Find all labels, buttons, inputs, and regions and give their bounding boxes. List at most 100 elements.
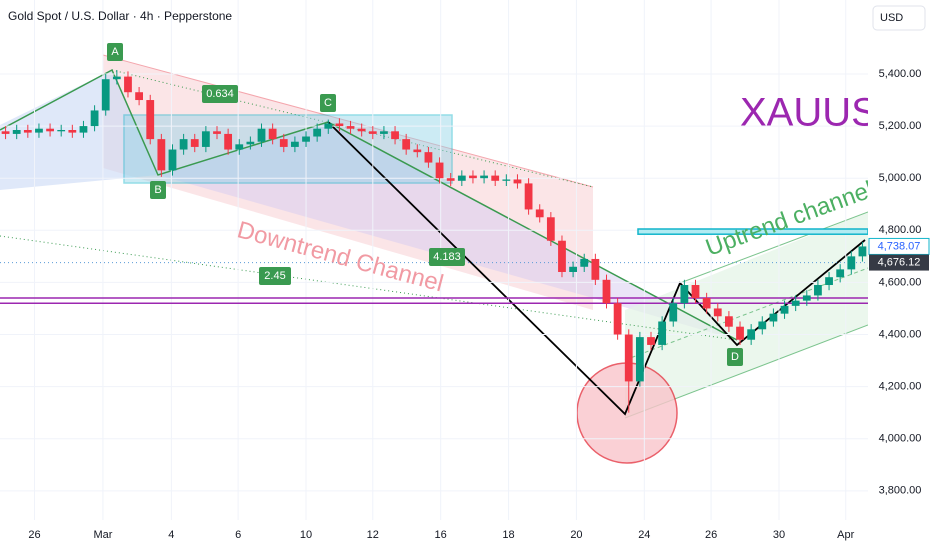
candle-body [791, 300, 800, 306]
candle-body [79, 126, 88, 133]
candle-body [635, 337, 644, 382]
candle-body [847, 256, 856, 270]
candle-body [502, 179, 511, 181]
y-tick-label: 4,000.00 [879, 433, 922, 445]
ref-price-label: 4,676.12 [878, 256, 921, 268]
pattern-label: D [731, 351, 739, 363]
x-tick-label: 6 [235, 529, 241, 541]
candle-body [624, 334, 633, 382]
candle-body [491, 175, 500, 181]
candle-body [324, 123, 333, 129]
last-price-label: 4,738.07 [878, 240, 921, 252]
candle-body [780, 305, 789, 314]
x-tick-label: 18 [502, 529, 514, 541]
candle-body [647, 337, 655, 345]
y-tick-label: 5,400.00 [879, 68, 922, 80]
x-tick-label: 26 [28, 529, 40, 541]
candle-body [302, 136, 310, 142]
x-tick-label: 24 [638, 529, 650, 541]
x-tick-label: 20 [570, 529, 582, 541]
y-tick-label: 5,000.00 [879, 172, 922, 184]
y-tick-label: 4,800.00 [879, 224, 922, 236]
resistance-zone [637, 228, 868, 235]
candle-body [702, 298, 711, 309]
candle-body [190, 139, 199, 147]
channel-line [102, 54, 594, 188]
candle-body [736, 326, 744, 340]
candle-body [613, 303, 622, 335]
candle-body [46, 128, 54, 132]
candle-body [558, 240, 566, 272]
y-tick-label: 4,400.00 [879, 328, 922, 340]
pattern-label: A [111, 46, 119, 58]
candle-body [179, 139, 188, 150]
candle-body [368, 131, 377, 134]
label-box [107, 43, 123, 61]
candle-body [357, 128, 366, 132]
harmonic-pattern [0, 68, 738, 341]
candle-body [291, 141, 299, 147]
x-tick-label: 12 [367, 529, 379, 541]
x-tick-label: Apr [837, 529, 854, 541]
y-tick-label: 3,800.00 [879, 485, 922, 497]
label-box [429, 248, 465, 266]
ratio-label: 4.183 [433, 251, 461, 263]
x-tick-label: 26 [705, 529, 717, 541]
symbol-watermark: XAUUSD [740, 91, 907, 135]
candle-body [1, 131, 10, 134]
candle-body [480, 175, 488, 179]
candle-body [769, 313, 778, 322]
candle-body [535, 209, 544, 218]
candle-body [469, 175, 477, 179]
candle-body [580, 258, 589, 267]
y-tick-label: 4,200.00 [879, 381, 922, 393]
candle-body [435, 162, 444, 179]
ref-price-box [869, 254, 929, 271]
candle-body [57, 130, 66, 132]
candle-body [825, 277, 833, 286]
candle-body [725, 316, 733, 327]
candle-body [691, 285, 700, 299]
label-box [259, 267, 291, 285]
candle-body [213, 131, 221, 134]
pattern-labels: A B C D 0.634 4.183 2.45 [107, 43, 743, 366]
candle-body [413, 149, 422, 153]
candle-body [546, 217, 555, 241]
candle-body [802, 295, 811, 301]
candle-body [602, 279, 611, 304]
candle-body [747, 329, 756, 340]
candle-body [402, 139, 411, 150]
candle-body [658, 321, 667, 345]
candle-body [335, 123, 344, 127]
candle-body [68, 130, 77, 133]
candle-body [457, 175, 466, 181]
candle-body [346, 126, 355, 129]
ratio-label: 2.45 [264, 270, 285, 282]
candle-body [201, 131, 210, 147]
y-tick-label: 4,600.00 [879, 276, 922, 288]
currency[interactable]: USD [880, 12, 903, 24]
label-box [202, 85, 238, 103]
candle-body [524, 183, 533, 210]
drawings: Downtrend Channel Uptrend channel XAUUSD… [0, 0, 907, 520]
ratio-line [111, 69, 594, 188]
candle-body [858, 246, 867, 257]
candle-body [313, 128, 322, 137]
candle-body [569, 266, 577, 272]
x-tick-label: 30 [773, 529, 785, 541]
candle-body [246, 141, 255, 145]
candle-body [424, 152, 433, 163]
candle-body [279, 139, 288, 147]
label-box [727, 348, 743, 366]
candle-body [12, 130, 21, 134]
candle-body [157, 139, 166, 171]
chart-title: Gold Spot / U.S. Dollar · 4h · Peppersto… [8, 9, 232, 23]
pattern-label: B [154, 184, 161, 196]
pattern-label: C [324, 97, 332, 109]
candle-body [112, 76, 121, 80]
x-tick-label: 10 [300, 529, 312, 541]
candle-body [168, 149, 177, 171]
last-price-box [868, 237, 930, 255]
currency-box[interactable] [872, 5, 926, 31]
candle-body [446, 178, 455, 181]
